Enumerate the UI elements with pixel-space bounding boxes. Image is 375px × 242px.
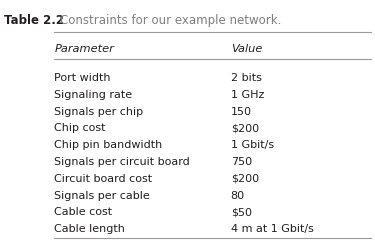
Text: Constraints for our example network.: Constraints for our example network.	[60, 14, 281, 27]
Text: 4 m at 1 Gbit/s: 4 m at 1 Gbit/s	[231, 224, 314, 234]
Text: 750: 750	[231, 157, 252, 167]
Text: 1 GHz: 1 GHz	[231, 90, 264, 100]
Text: $200: $200	[231, 123, 259, 133]
Text: 2 bits: 2 bits	[231, 73, 261, 83]
Text: 150: 150	[231, 106, 252, 117]
Text: Signaling rate: Signaling rate	[54, 90, 132, 100]
Text: Chip pin bandwidth: Chip pin bandwidth	[54, 140, 163, 150]
Text: Signals per circuit board: Signals per circuit board	[54, 157, 190, 167]
Text: Parameter: Parameter	[54, 44, 114, 54]
Text: Table 2.2: Table 2.2	[4, 14, 64, 27]
Text: Value: Value	[231, 44, 262, 54]
Text: Cable length: Cable length	[54, 224, 125, 234]
Text: Port width: Port width	[54, 73, 111, 83]
Text: 1 Gbit/s: 1 Gbit/s	[231, 140, 274, 150]
Text: $200: $200	[231, 174, 259, 184]
Text: Signals per cable: Signals per cable	[54, 191, 150, 201]
Text: Cable cost: Cable cost	[54, 207, 112, 217]
Text: Signals per chip: Signals per chip	[54, 106, 144, 117]
Text: 80: 80	[231, 191, 245, 201]
Text: Chip cost: Chip cost	[54, 123, 106, 133]
Text: Circuit board cost: Circuit board cost	[54, 174, 153, 184]
Text: $50: $50	[231, 207, 252, 217]
